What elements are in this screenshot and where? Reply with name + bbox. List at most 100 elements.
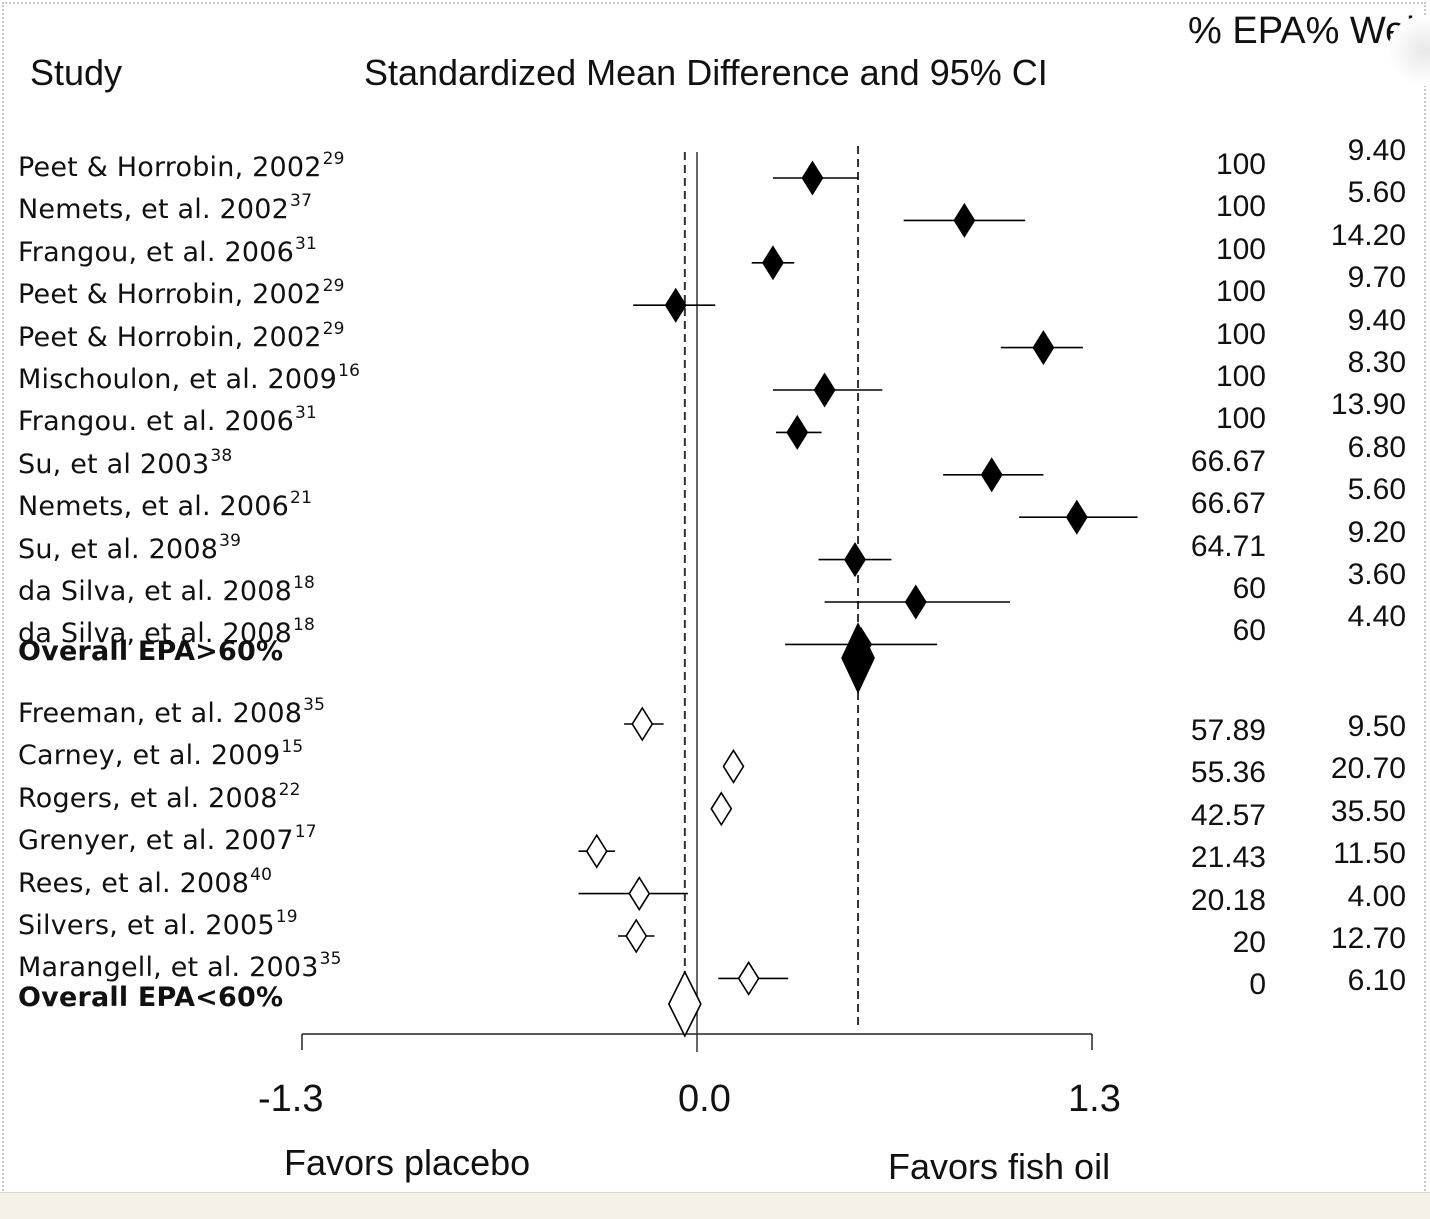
epa-weight-column-header: % EPA% Wei xyxy=(1188,10,1415,52)
epa-value: 21.43 xyxy=(1190,841,1266,875)
epa-value: 20 xyxy=(1232,926,1266,959)
study-name: Grenyer, et al. 2007 xyxy=(18,825,294,857)
study-name: da Silva, et al. 2008 xyxy=(18,618,293,650)
epa-value: 100 xyxy=(1215,232,1266,266)
reference-number: 29 xyxy=(322,276,345,297)
epa-value: 0 xyxy=(1249,968,1266,1002)
favors-placebo-label: Favors placebo xyxy=(284,1142,531,1183)
study-label: Rogers, et al. 200822 xyxy=(18,779,301,814)
epa-value: 60 xyxy=(1232,572,1266,605)
effect-diamond xyxy=(980,457,1003,493)
study-label: Marangell, et al. 200335 xyxy=(18,949,342,984)
study-label: Rees, et al. 200840 xyxy=(18,864,273,899)
chart-title: Standardized Mean Difference and 95% CI xyxy=(364,52,1048,93)
effect-diamond xyxy=(585,833,608,869)
reference-number: 18 xyxy=(293,615,316,636)
weight-value: 5.60 xyxy=(1347,176,1406,210)
weight-value: 9.50 xyxy=(1347,710,1406,743)
study-name: Silvers, et al. 2005 xyxy=(18,910,275,941)
study-name: da Silva, et al. 2008 xyxy=(18,576,293,607)
reference-number: 29 xyxy=(322,318,345,339)
effect-diamond xyxy=(710,791,733,827)
epa-value: 100 xyxy=(1215,402,1266,436)
study-label: Carney, et al. 200915 xyxy=(18,737,304,772)
weight-value: 6.10 xyxy=(1347,964,1406,998)
study-label: da Silva, et al. 200818 xyxy=(18,573,316,608)
epa-value: 100 xyxy=(1215,317,1266,351)
overall-diamond xyxy=(841,622,875,694)
reference-number: 31 xyxy=(294,233,318,254)
reference-number: 16 xyxy=(338,361,361,381)
study-label: Nemets, et al. 200621 xyxy=(18,488,313,523)
reference-number: 21 xyxy=(290,488,313,509)
weight-value: 9.70 xyxy=(1347,261,1406,295)
favors-fish-oil-label: Favors fish oil xyxy=(888,1146,1111,1187)
weight-value: 9.40 xyxy=(1347,134,1406,167)
study-name: Peet & Horrobin, 2002 xyxy=(18,279,322,311)
effect-diamond xyxy=(813,372,836,408)
epa-value: 55.36 xyxy=(1190,756,1266,790)
effect-diamond xyxy=(664,287,687,323)
effect-diamond xyxy=(1032,330,1055,366)
epa-value: 66.67 xyxy=(1190,444,1266,478)
reference-number: 31 xyxy=(294,403,318,424)
study-name: Peet & Horrobin, 2002 xyxy=(18,152,322,183)
study-name: Marangell, et al. 2003 xyxy=(18,952,319,984)
effect-diamond xyxy=(786,414,809,450)
reference-number: 35 xyxy=(303,695,326,715)
reference-number: 22 xyxy=(278,779,301,800)
study-name: Su, et al. 2008 xyxy=(18,533,219,565)
overall-diamond xyxy=(667,970,702,1038)
weight-value: 13.90 xyxy=(1330,388,1406,422)
weight-value: 3.60 xyxy=(1347,558,1406,591)
study-label: Su, et al. 200839 xyxy=(18,530,242,565)
study-label: Su, et al 200338 xyxy=(18,447,232,480)
effect-diamond xyxy=(631,706,654,742)
weight-value: 11.50 xyxy=(1333,837,1406,871)
weight-value: 35.50 xyxy=(1330,794,1406,828)
study-label: Peet & Horrobin, 200229 xyxy=(18,318,345,353)
weight-value: 4.00 xyxy=(1347,879,1406,913)
study-label: Peet & Horrobin, 200229 xyxy=(18,151,345,184)
weight-value: 6.80 xyxy=(1347,430,1406,464)
x-tick-label: -1.3 xyxy=(258,1078,324,1120)
reference-number: 35 xyxy=(319,949,342,970)
study-label: Silvers, et al. 200519 xyxy=(18,909,298,942)
study-name: Nemets, et al. 2006 xyxy=(18,491,290,523)
study-name: Overall EPA>60% xyxy=(18,636,284,667)
study-name: Peet & Horrobin, 2002 xyxy=(18,321,322,353)
effect-diamond xyxy=(737,960,760,996)
weight-value: 8.30 xyxy=(1347,346,1406,379)
effect-diamond xyxy=(1065,499,1088,535)
study-name: Rees, et al. 2008 xyxy=(18,867,250,899)
study-label: Mischoulon, et al. 200916 xyxy=(18,361,361,396)
page-footer-strip xyxy=(0,1192,1430,1219)
reference-number: 39 xyxy=(219,530,242,551)
study-name: Freeman, et al. 2008 xyxy=(18,698,303,729)
effect-diamond xyxy=(722,748,745,784)
x-tick-label: 1.3 xyxy=(1068,1078,1121,1120)
epa-value: 64.71 xyxy=(1190,529,1266,563)
study-name: Frangou, et al. 2006 xyxy=(18,236,294,268)
overall-label: Overall EPA>60% xyxy=(18,636,283,667)
weight-value: 14.20 xyxy=(1330,218,1406,252)
effect-diamond xyxy=(844,542,866,578)
study-label: Frangou. et al. 200631 xyxy=(18,403,318,438)
effect-diamond xyxy=(762,245,784,281)
study-name: Nemets, et al. 2002 xyxy=(18,194,290,226)
epa-value: 100 xyxy=(1215,190,1266,224)
study-name: Carney, et al. 2009 xyxy=(18,740,281,772)
study-name: Rogers, et al. 2008 xyxy=(18,782,278,814)
reference-number: 40 xyxy=(250,864,273,885)
weight-value: 9.40 xyxy=(1347,303,1406,337)
study-column-header: Study xyxy=(30,52,123,93)
x-tick-label: 0.0 xyxy=(678,1078,731,1120)
study-name: Frangou. et al. 2006 xyxy=(18,406,294,438)
epa-value: 42.57 xyxy=(1190,798,1266,832)
study-name: Mischoulon, et al. 2009 xyxy=(18,364,338,395)
weight-value: 4.40 xyxy=(1347,600,1406,634)
weight-value: 20.70 xyxy=(1330,752,1406,786)
reference-number: 15 xyxy=(281,737,304,758)
epa-value: 100 xyxy=(1215,360,1266,393)
reference-number: 18 xyxy=(293,573,316,593)
